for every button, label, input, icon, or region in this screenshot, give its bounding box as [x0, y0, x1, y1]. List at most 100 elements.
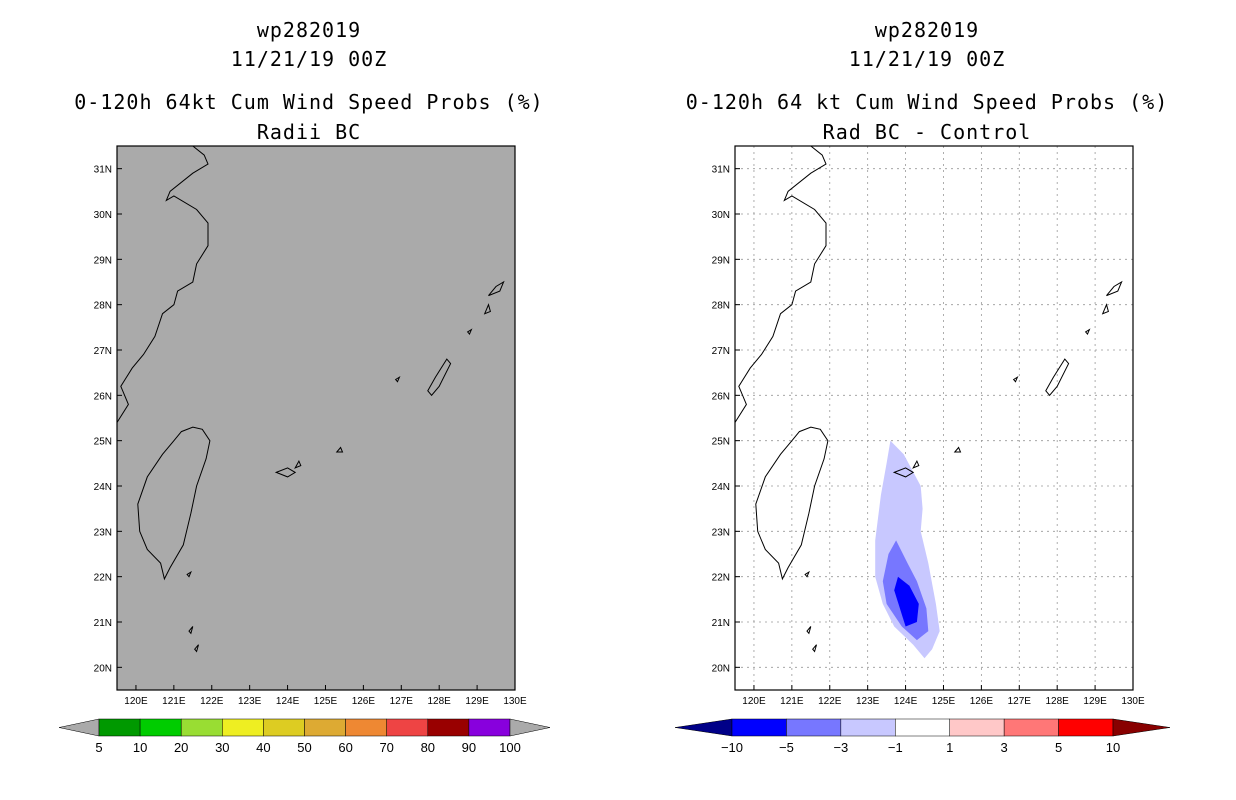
- lat-tick-label: 27N: [94, 346, 112, 357]
- lon-tick-label: 120E: [742, 696, 766, 707]
- lon-tick-label: 127E: [1008, 696, 1032, 707]
- lat-tick-label: 29N: [94, 255, 112, 266]
- colorbar-label: 40: [256, 740, 270, 755]
- lat-tick-label: 28N: [94, 301, 112, 312]
- colorbar-high-end: [509, 718, 551, 737]
- colorbar-label: 20: [174, 740, 188, 755]
- lon-tick-label: 122E: [200, 696, 224, 707]
- colorbar-segment: [949, 718, 1005, 737]
- colorbar-label: 60: [338, 740, 352, 755]
- plot-subtitle: Radii BC: [256, 120, 362, 144]
- plot-subtitle: Rad BC - Control: [822, 120, 1032, 144]
- lon-tick-label: 126E: [970, 696, 994, 707]
- colorbar-label: −5: [779, 740, 794, 755]
- lon-tick-label: 125E: [932, 696, 956, 707]
- lat-tick-label: 24N: [94, 482, 112, 493]
- coastline-taiwan: [137, 426, 211, 581]
- plot-title: 0-120h 64 kt Cum Wind Speed Probs (%): [685, 90, 1169, 114]
- coastline-island: [194, 644, 199, 653]
- lat-tick-label: 30N: [712, 210, 730, 221]
- colorbar-segment: [1058, 718, 1114, 737]
- coastline-island: [1045, 358, 1070, 397]
- coastline-island: [394, 375, 401, 383]
- coastline-island: [812, 644, 817, 653]
- lat-tick-label: 22N: [712, 573, 730, 584]
- colorbar-label: 5: [95, 740, 102, 755]
- coastline-island: [186, 570, 192, 578]
- coastline-island: [953, 446, 962, 453]
- colorbar-segment: [895, 718, 950, 737]
- lat-tick-label: 29N: [712, 255, 730, 266]
- colorbar-label: 3: [1001, 740, 1008, 755]
- plot-frame: [734, 145, 1134, 691]
- colorbar-segment: [139, 718, 182, 737]
- colorbar-segment: [468, 718, 511, 737]
- coastline-island: [806, 626, 812, 635]
- lat-tick-label: 30N: [94, 210, 112, 221]
- colorbar-segment: [731, 718, 787, 737]
- colorbar-segment: [222, 718, 264, 737]
- colorbar-label: −10: [721, 740, 743, 755]
- colorbar-segment: [180, 718, 223, 737]
- lat-tick-label: 31N: [712, 165, 730, 176]
- colorbar-label: −3: [833, 740, 848, 755]
- plot-title: 0-120h 64kt Cum Wind Speed Probs (%): [74, 90, 544, 114]
- lat-tick-label: 25N: [712, 437, 730, 448]
- coastline-island: [488, 280, 505, 297]
- colorbar-label: 30: [215, 740, 229, 755]
- colorbar-label: 90: [462, 740, 476, 755]
- lon-tick-label: 130E: [1121, 696, 1145, 707]
- coastline-island: [804, 570, 810, 578]
- lon-tick-label: 130E: [503, 696, 527, 707]
- lat-tick-label: 22N: [94, 573, 112, 584]
- lon-tick-label: 127E: [390, 696, 414, 707]
- lat-tick-label: 23N: [94, 527, 112, 538]
- lat-tick-label: 20N: [712, 663, 730, 674]
- coastline-island: [274, 467, 297, 478]
- coastline-island: [1106, 280, 1123, 297]
- probability-field-fill: [117, 146, 515, 690]
- colorbar-segment: [304, 718, 346, 737]
- lon-tick-label: 125E: [314, 696, 338, 707]
- coastline-island: [427, 358, 452, 397]
- colorbar-segment: [345, 718, 387, 737]
- lat-tick-label: 21N: [94, 618, 112, 629]
- lon-tick-label: 124E: [894, 696, 918, 707]
- colorbar-segment: [786, 718, 842, 737]
- lon-tick-label: 129E: [465, 696, 489, 707]
- plot-frame: [116, 145, 516, 691]
- lat-tick-label: 27N: [712, 346, 730, 357]
- datetime: 11/21/19 00Z: [848, 47, 1006, 71]
- left-panel: wp282019 11/21/19 00Z 0-120h 64kt Cum Wi…: [58, 18, 551, 755]
- coastline-island: [1101, 303, 1110, 315]
- lon-tick-label: 128E: [428, 696, 452, 707]
- colorbar-label: 10: [1106, 740, 1120, 755]
- lat-tick-label: 20N: [94, 663, 112, 674]
- lon-tick-label: 123E: [238, 696, 262, 707]
- lon-tick-label: 128E: [1046, 696, 1070, 707]
- lon-tick-label: 126E: [352, 696, 376, 707]
- lat-tick-label: 21N: [712, 618, 730, 629]
- colorbar-label: 80: [421, 740, 435, 755]
- coastline-china: [116, 145, 209, 423]
- colorbar-high-end: [1112, 718, 1171, 737]
- lat-tick-label: 31N: [94, 165, 112, 176]
- contour-minus-5: [894, 576, 919, 627]
- lat-tick-label: 28N: [712, 301, 730, 312]
- lat-tick-label: 26N: [712, 391, 730, 402]
- storm-id: wp282019: [256, 18, 362, 42]
- lat-tick-label: 24N: [712, 482, 730, 493]
- colorbar-segment: [427, 718, 470, 737]
- colorbar-label: 1: [946, 740, 953, 755]
- right-panel: wp282019 11/21/19 00Z 0-120h 64 kt Cum W…: [618, 0, 1236, 800]
- coastline-island: [892, 467, 915, 478]
- lat-tick-label: 23N: [712, 527, 730, 538]
- lon-tick-label: 124E: [276, 696, 300, 707]
- coastline-island: [335, 446, 344, 453]
- right-map-figure: 120E 121E 122E 123E 124E 125E 126E 127E 128E 129E…: [674, 145, 1171, 755]
- coastline-island: [466, 328, 473, 336]
- lon-tick-label: 129E: [1083, 696, 1107, 707]
- lon-tick-label: 120E: [124, 696, 148, 707]
- colorbar-segment: [98, 718, 141, 737]
- coastline-island: [483, 303, 492, 315]
